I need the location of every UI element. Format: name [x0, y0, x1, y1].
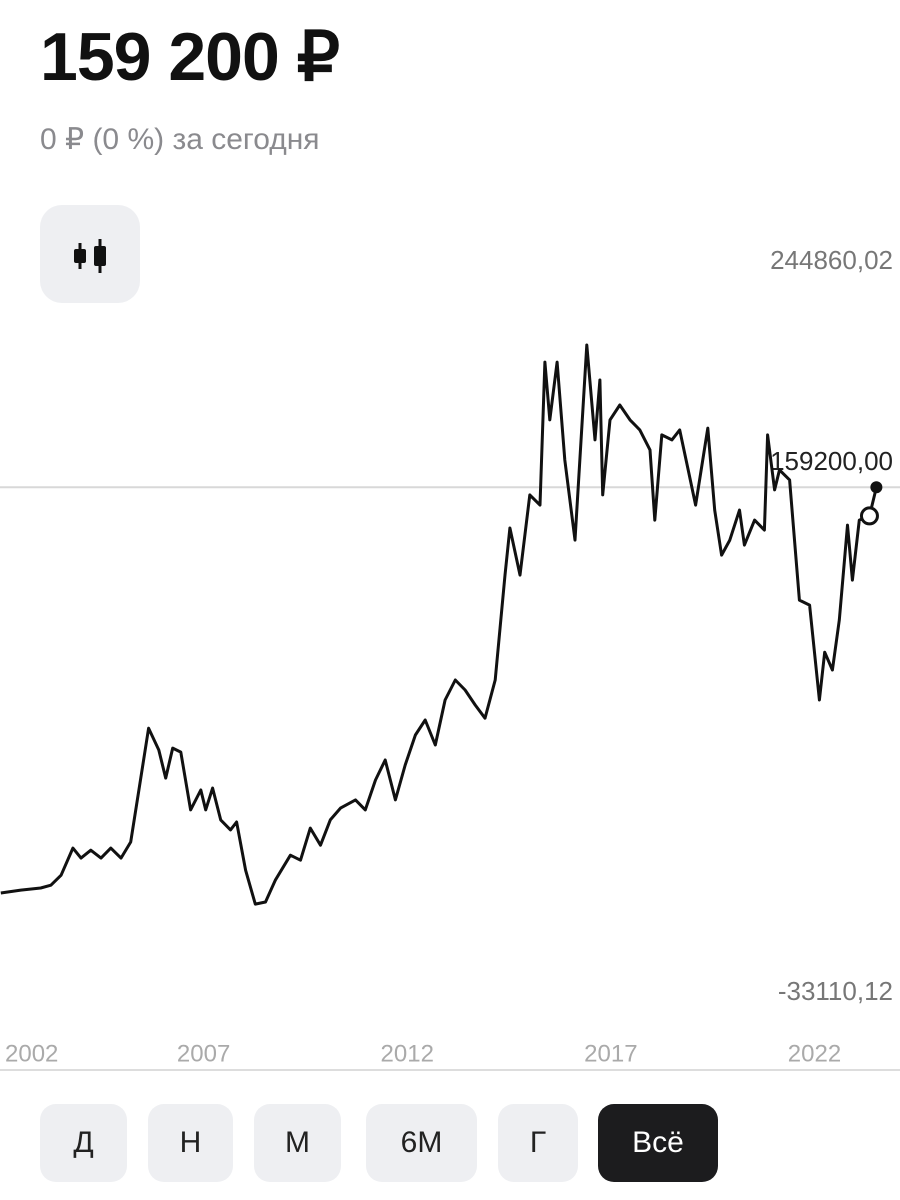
- x-tick-label: 2022: [788, 1040, 841, 1067]
- reference-label: 159200,00: [770, 446, 893, 476]
- price: 159 200 ₽: [40, 19, 340, 95]
- period-button[interactable]: 6М: [366, 1104, 477, 1182]
- x-tick-label: 2017: [584, 1040, 637, 1067]
- y-tick-label: 244860,02: [770, 245, 893, 275]
- period-button[interactable]: Д: [40, 1104, 127, 1182]
- period-button[interactable]: Г: [498, 1104, 578, 1182]
- period-button[interactable]: М: [254, 1104, 341, 1182]
- x-tick-label: 2012: [381, 1040, 434, 1067]
- last-point: [870, 481, 883, 494]
- x-tick-label: 2007: [177, 1040, 230, 1067]
- period-button[interactable]: Н: [148, 1104, 233, 1182]
- period-bar: Д Н М 6М Г Всё: [0, 1104, 900, 1182]
- y-tick-label: -33110,12: [778, 976, 893, 1006]
- x-tick-label: 2002: [5, 1040, 58, 1067]
- chart: 244860,02 -33110,12 2002 2007 2012 2017 2022 15…: [0, 245, 900, 1071]
- price-change: 0 ₽ (0 %) за сегодня: [40, 123, 320, 156]
- price-line: [0, 343, 878, 906]
- prev-point: [859, 506, 879, 526]
- candle-icon: [74, 239, 106, 273]
- candle-toggle[interactable]: [40, 205, 140, 303]
- period-button[interactable]: Всё: [598, 1104, 718, 1182]
